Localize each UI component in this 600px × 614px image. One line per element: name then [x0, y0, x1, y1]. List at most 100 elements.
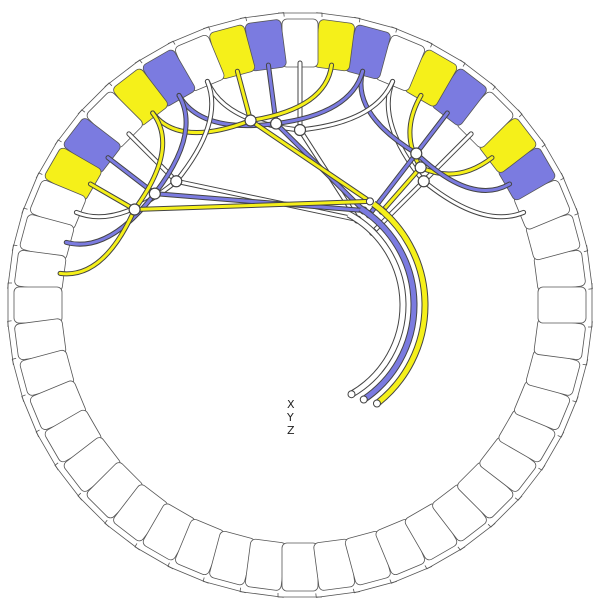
slot-lip: [7, 282, 12, 327]
coil-wire-x: [174, 79, 214, 183]
slot-lip: [203, 16, 248, 30]
coil-wire-z: [88, 182, 137, 211]
slot-lip: [54, 462, 83, 501]
coil-wire-z: [58, 208, 137, 276]
slot-lip: [240, 12, 285, 19]
stator-slot: [313, 538, 360, 598]
stator-slot: [479, 437, 546, 501]
slot-lip: [487, 495, 523, 528]
slot-empty: [533, 318, 586, 360]
slot-empty: [14, 250, 67, 292]
slot-lip: [352, 580, 397, 594]
slot-lip: [54, 109, 86, 145]
slot-lip: [21, 172, 43, 214]
slot-lip: [167, 562, 209, 584]
slot-lip: [202, 577, 246, 594]
slot-lip: [21, 394, 40, 438]
coil-wire-y: [274, 69, 365, 126]
coil-lead-z: [249, 119, 372, 203]
bus-terminal-y: [359, 395, 368, 404]
coil-hub-node: [293, 123, 307, 137]
coil-hub-node: [410, 147, 423, 160]
coil-wire-x: [298, 79, 395, 132]
coil-wire-y-outline: [273, 68, 366, 127]
coil-hub-node: [414, 161, 427, 174]
slot-empty: [537, 286, 587, 324]
coil-hub-node: [170, 175, 183, 188]
phase-label-x: X: [287, 398, 295, 411]
slot-lip: [582, 321, 593, 366]
bus-terminal-z: [372, 399, 381, 408]
bus-ring-y: [359, 206, 417, 402]
phase-label-y: Y: [286, 411, 294, 424]
coil-hub-node: [417, 175, 430, 188]
slot-coil: [313, 19, 355, 72]
phase-label-z: Z: [287, 424, 295, 437]
phase-labels: X Y Z: [286, 398, 295, 437]
slot-lip: [514, 465, 546, 501]
slot-lip: [316, 12, 361, 23]
slot-lip: [11, 357, 25, 402]
slot-lip: [104, 519, 140, 551]
coil-wire-y: [153, 93, 188, 196]
coil-wire-y: [64, 192, 157, 246]
coil-hub-node: [270, 117, 283, 130]
coil-hub-node: [148, 187, 161, 200]
slot-lip: [278, 12, 323, 17]
slot-lip: [391, 26, 433, 48]
coil-wire-x: [74, 179, 178, 219]
slot-lip: [134, 543, 174, 570]
bus-ring-z: [371, 201, 428, 406]
slot-lip: [424, 546, 466, 570]
slot-empty: [245, 538, 287, 591]
slot-lip: [7, 320, 14, 365]
stator-slot: [35, 409, 102, 471]
slot-lip: [557, 396, 579, 438]
slot-lip: [572, 359, 589, 403]
slot-lip: [560, 172, 579, 216]
coil-wire-x: [422, 179, 526, 219]
bus-ring-x: [347, 211, 406, 397]
slot-lip: [239, 587, 284, 598]
stator-slot: [239, 538, 287, 598]
phase-bus-rings: [346, 201, 429, 408]
stator-slot: [533, 318, 593, 366]
stator-slot: [202, 530, 256, 594]
slot-lip: [35, 429, 59, 471]
slot-lip: [460, 59, 496, 91]
slot-lip: [315, 591, 360, 598]
slot-empty: [13, 286, 63, 324]
coil-connections: [57, 60, 527, 277]
slot-lip: [77, 82, 113, 115]
stator-slot: [344, 530, 397, 594]
coil-hub-node: [244, 114, 257, 127]
slot-lip: [354, 16, 398, 33]
coil-lead-y: [153, 192, 366, 212]
slot-lip: [167, 26, 211, 45]
stator-slot: [7, 282, 63, 327]
coil-wire-z: [133, 111, 165, 211]
slot-empty: [281, 542, 319, 592]
coil-hub-node: [128, 203, 141, 216]
slot-lip: [35, 139, 62, 179]
slot-lip: [517, 109, 546, 148]
slot-lip: [104, 59, 143, 88]
bus-tap-node: [365, 197, 374, 206]
slot-lip: [134, 40, 176, 64]
coil-lead-z: [133, 199, 372, 211]
coil-wire-y: [414, 111, 449, 155]
coil-wire-z: [249, 63, 334, 123]
coil-wire-z: [408, 93, 423, 169]
slot-lip: [541, 139, 565, 181]
slot-lip: [490, 82, 523, 118]
slot-lip: [457, 522, 496, 551]
slot-lip: [389, 565, 433, 584]
coil-wire-z: [419, 156, 494, 176]
slot-lip: [538, 431, 565, 471]
slot-coil: [281, 18, 319, 68]
slot-lip: [575, 208, 589, 253]
coil-lead-z: [380, 165, 423, 213]
slot-lip: [77, 492, 110, 528]
slot-lip: [588, 283, 593, 328]
